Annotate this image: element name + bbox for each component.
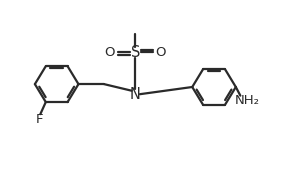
- Text: O: O: [105, 46, 115, 59]
- Text: F: F: [36, 113, 43, 126]
- Text: NH₂: NH₂: [234, 94, 260, 107]
- Text: O: O: [156, 46, 166, 59]
- Text: S: S: [131, 45, 140, 60]
- Text: N: N: [130, 87, 141, 102]
